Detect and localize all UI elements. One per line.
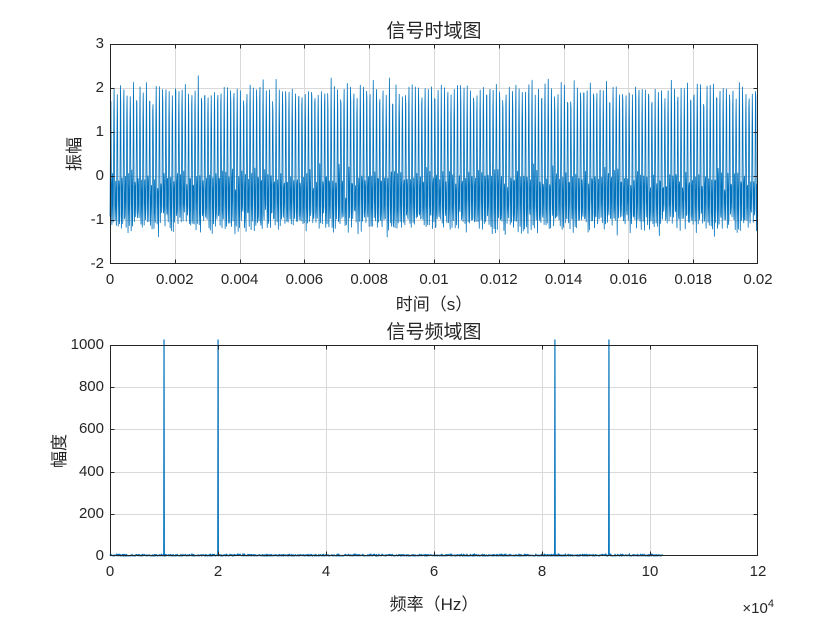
x-tick-label: 0.014: [544, 271, 583, 288]
x-tick-label: 8: [537, 563, 547, 580]
freq-plot-title: 信号频域图: [386, 322, 482, 343]
freq-plot-ylabel: 幅度: [50, 433, 69, 468]
x-tick-label: 12: [749, 563, 767, 580]
y-tick-label: 1000: [70, 336, 104, 353]
y-tick-label: -2: [90, 255, 104, 272]
y-tick-label: 0: [95, 547, 104, 564]
y-tick-label: 200: [78, 504, 104, 522]
x-tick-label: 0.01: [419, 271, 449, 288]
time-plot-title: 信号时域图: [386, 21, 482, 42]
y-tick-label: 1: [95, 123, 104, 140]
x-tick-label: 4: [321, 563, 331, 580]
y-tick-label: 0: [95, 167, 104, 184]
waveform-path: [109, 75, 759, 238]
x-tick-label: 0.02: [743, 271, 773, 288]
x-tick-label: 0.012: [480, 271, 518, 288]
spectrum-path: [109, 339, 664, 557]
x-tick-label: 0.018: [674, 271, 712, 288]
y-tick-label: 3: [95, 35, 104, 52]
x-axis-multiplier-exponent: 4: [767, 598, 774, 610]
x-tick-label: 0.006: [285, 271, 324, 288]
x-tick-label: 0.002: [156, 271, 194, 288]
x-tick-label: 10: [641, 563, 659, 580]
x-tick-label: 0.008: [350, 271, 388, 288]
y-tick-label: 400: [78, 462, 104, 480]
frequency-domain-plot: 信号频域图 幅度 频率（Hz） ×104 0 2 4 6 8 10 12 0 200 400 600…: [50, 322, 774, 617]
time-plot-xlabel: 时间（s）: [395, 295, 473, 314]
x-tick-label: 0.004: [220, 271, 259, 288]
x-tick-label: 0: [105, 271, 115, 288]
y-tick-label: 800: [78, 378, 104, 396]
plot-svg: [109, 44, 759, 264]
x-tick-label: 6: [429, 563, 439, 580]
x-axis-multiplier: ×104: [742, 598, 774, 617]
y-tick-label: 2: [95, 79, 104, 96]
freq-plot-xlabel: 频率（Hz）: [389, 595, 479, 614]
x-tick-label: 2: [213, 563, 223, 580]
y-tick-label: -1: [90, 211, 104, 228]
plot-svg: [109, 339, 758, 557]
time-domain-plot: 信号时域图 振幅 时间（s） 0 0.002 0.004 0.006 0.008 0.01…: [65, 21, 773, 314]
y-tick-label: 600: [78, 420, 104, 438]
x-tick-label: 0.016: [609, 271, 648, 288]
x-axis-multiplier-base: ×10: [742, 600, 768, 617]
time-plot-ylabel: 振幅: [65, 137, 84, 171]
x-tick-label: 0: [105, 563, 115, 580]
